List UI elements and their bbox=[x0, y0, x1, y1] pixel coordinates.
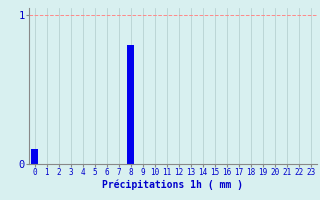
Bar bbox=[127, 45, 134, 164]
Bar bbox=[31, 149, 38, 164]
X-axis label: Précipitations 1h ( mm ): Précipitations 1h ( mm ) bbox=[102, 180, 243, 190]
